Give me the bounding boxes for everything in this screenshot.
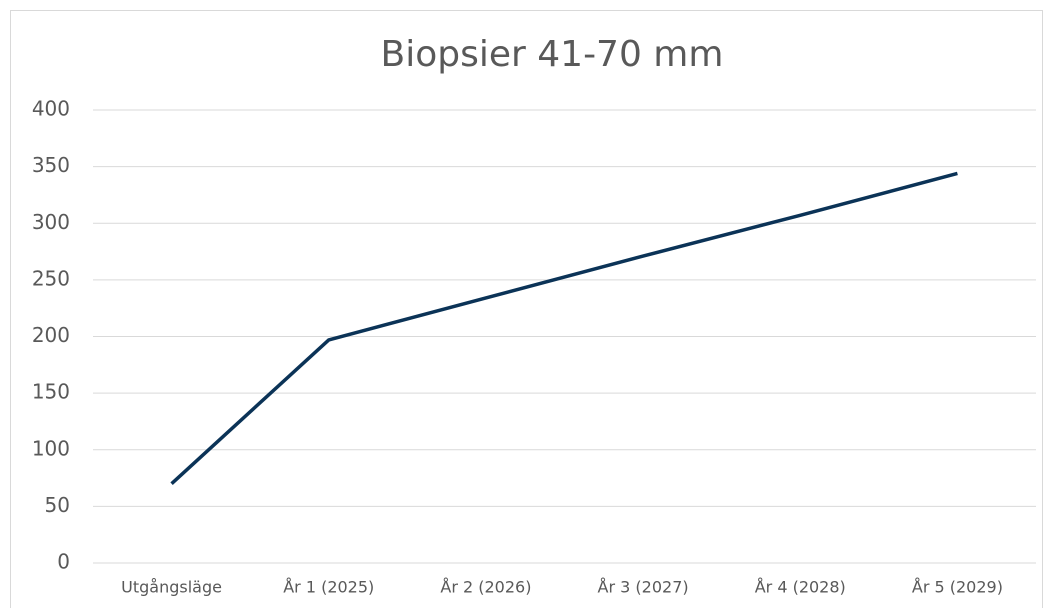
- x-tick-label: År 2 (2026): [440, 578, 531, 597]
- x-tick-label: År 1 (2025): [283, 578, 374, 597]
- x-tick-label: År 3 (2027): [598, 578, 689, 597]
- y-tick-label: 150: [32, 380, 70, 404]
- chart-border: [10, 10, 1043, 608]
- y-tick-label: 200: [32, 323, 70, 347]
- y-tick-label: 350: [32, 153, 70, 177]
- x-tick-label: Utgångsläge: [121, 578, 222, 597]
- y-tick-label: 250: [32, 266, 70, 290]
- x-tick-label: År 5 (2029): [912, 578, 1003, 597]
- y-tick-label: 50: [45, 493, 70, 517]
- y-tick-label: 300: [32, 210, 70, 234]
- chart-title: Biopsier 41-70 mm: [381, 34, 724, 75]
- y-tick-label: 100: [32, 436, 70, 460]
- y-tick-label: 400: [32, 97, 70, 121]
- line-series: [170, 171, 958, 486]
- y-tick-label: 0: [57, 550, 70, 574]
- x-tick-label: År 4 (2028): [755, 578, 846, 597]
